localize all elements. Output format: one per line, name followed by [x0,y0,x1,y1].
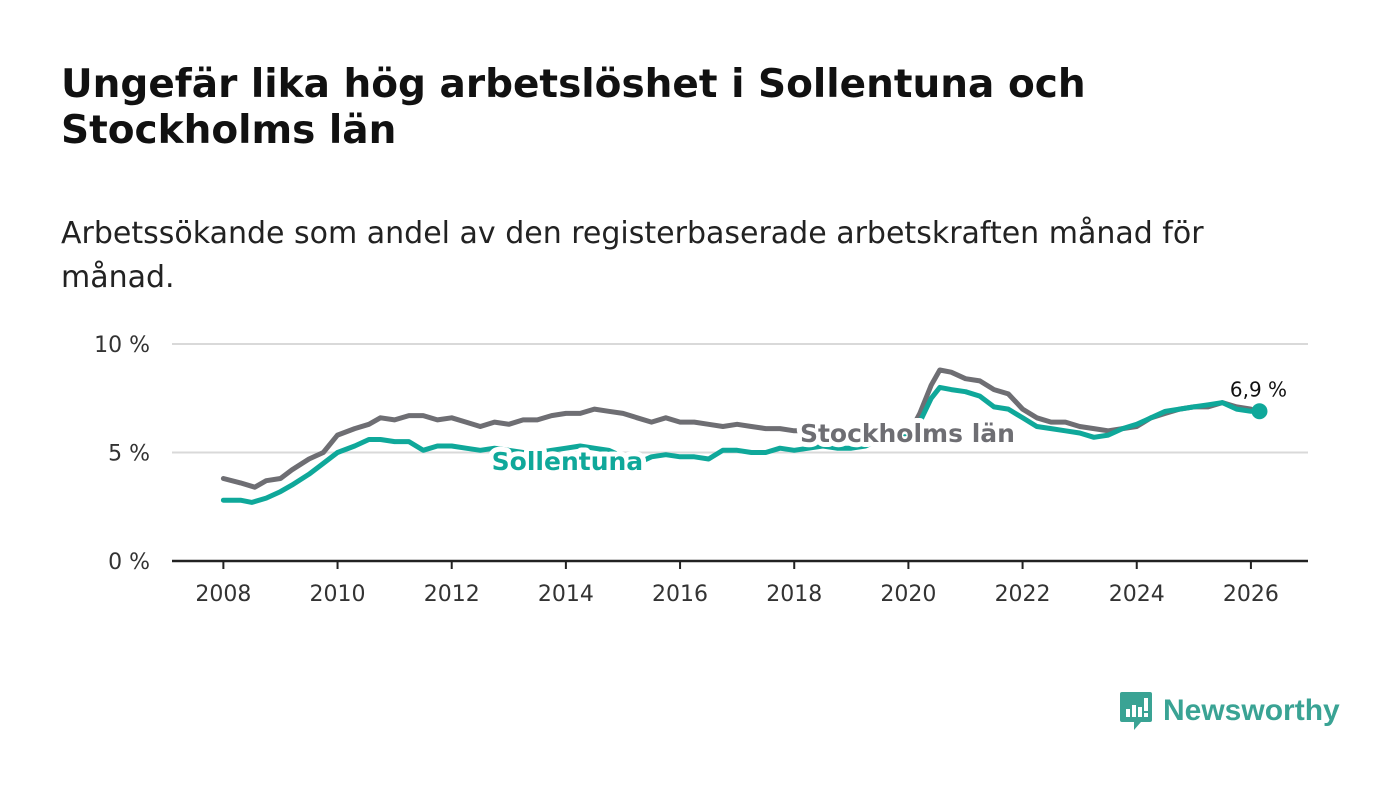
gridlines [172,343,1308,454]
bar-chart-bubble-icon [1120,692,1152,730]
x-tick-label: 2014 [538,582,594,607]
x-tick-label: 2018 [766,582,822,607]
series-label-sollentuna: Sollentuna [492,447,644,476]
y-tick-label: 0 % [108,550,150,575]
x-tick-label: 2020 [880,582,936,607]
x-tick-label: 2010 [310,582,366,607]
x-tick-label: 2024 [1109,582,1165,607]
newsworthy-logo: Newsworthy [1119,690,1340,732]
series-label-stockholm: Stockholms län [800,419,1015,448]
series-lines [220,367,1262,505]
x-tick-label: 2016 [652,582,708,607]
chart-title: Ungefär lika hög arbetslöshet i Sollentu… [61,62,1086,153]
x-axis: 2008 2010 2012 2014 2016 2018 2020 2022 2024 2026 [172,559,1308,607]
y-axis-tick-labels: 0 % 5 % 10 % [94,333,150,575]
chart-subtitle: Arbetssökande som andel av den registerb… [61,216,1204,295]
series-line-sollentuna [220,384,1262,505]
end-value-label: 6,9 % [1230,377,1287,401]
y-tick-label: 10 % [94,333,150,358]
x-tick-label: 2022 [995,582,1051,607]
end-point-marker [1251,403,1268,420]
logo-text: Newsworthy [1163,694,1340,727]
x-tick-label: 2012 [424,582,480,607]
y-tick-label: 5 % [108,442,150,467]
x-tick-label: 2026 [1223,582,1279,607]
x-tick-label: 2008 [195,582,251,607]
series-labels: Stockholms län Sollentuna 6,9 % [487,374,1290,481]
series-line-stockholm [220,367,1254,490]
